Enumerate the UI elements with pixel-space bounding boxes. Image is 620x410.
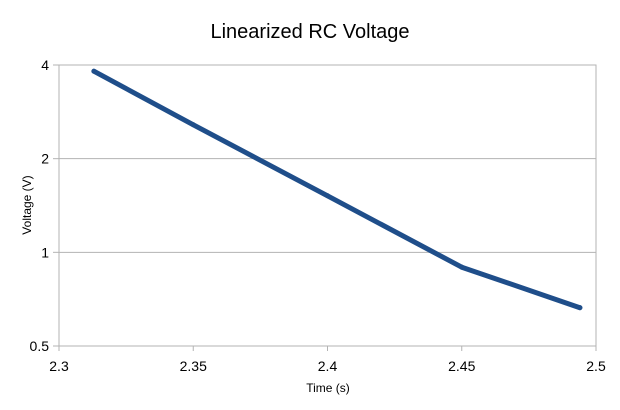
y-tick-label: 1 bbox=[41, 244, 49, 260]
data-point bbox=[459, 264, 465, 270]
data-point bbox=[190, 122, 196, 128]
y-tick-label: 2 bbox=[41, 151, 49, 167]
data-point bbox=[91, 68, 97, 74]
y-tick-label: 4 bbox=[41, 57, 49, 73]
series-group bbox=[91, 68, 583, 311]
y-axis-label: Voltage (V) bbox=[20, 175, 34, 234]
x-tick-label: 2.35 bbox=[180, 358, 207, 374]
x-tick-labels: 2.3 2.35 2.4 2.45 2.5 bbox=[49, 358, 606, 374]
y-tick-label: 0.5 bbox=[30, 338, 50, 354]
series-line bbox=[91, 68, 583, 311]
x-tick-label: 2.45 bbox=[448, 358, 475, 374]
data-point bbox=[577, 305, 583, 311]
plot-frame bbox=[58, 64, 597, 347]
x-tick-label: 2.4 bbox=[318, 358, 338, 374]
x-tick-label: 2.5 bbox=[586, 358, 606, 374]
chart-title: Linearized RC Voltage bbox=[210, 21, 409, 43]
gridlines bbox=[53, 64, 597, 351]
x-axis-label: Time (s) bbox=[306, 381, 350, 395]
data-point bbox=[325, 193, 330, 199]
x-tick-label: 2.3 bbox=[49, 358, 69, 374]
y-tick-labels: 0.5 1 2 4 bbox=[30, 57, 50, 354]
